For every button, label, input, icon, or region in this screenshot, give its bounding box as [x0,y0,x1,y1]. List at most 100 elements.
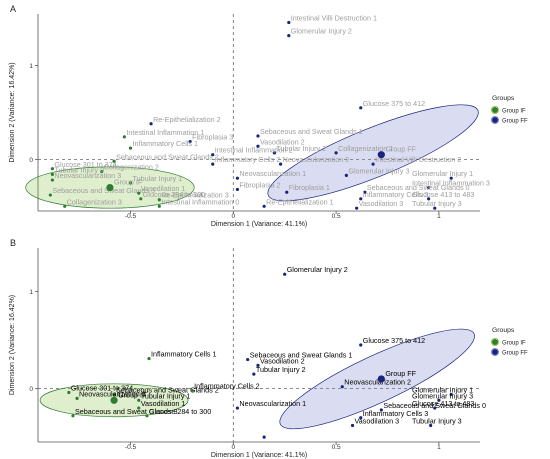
panel-a-point-label: Sebaceous and Sweat Glands 1 [260,127,363,136]
panel-a-point [371,162,375,166]
panel-a-point [50,172,54,177]
panel-b-point [437,398,441,402]
panel-a-point [48,193,52,197]
panel-b-x-tick-label: -0.5 [125,444,137,451]
panel-a-point-label: Intestinal Inflammation 0 [161,197,239,206]
panel-a-point-label: Re-Epithelialization 2 [153,115,221,124]
panel-b-point [433,406,437,410]
panel-a-point [256,134,260,138]
panel-a-point [449,176,453,180]
panel-a-point-label: Vasodilation 2 [260,137,305,146]
panel-b-point-label: Neovascularization 1 [239,399,306,408]
panel-a-x-tick-label: -0.5 [125,213,137,220]
panel-a-point-label: Sebaceous and Sweat Glands 2 [116,152,219,161]
panel-b-y-axis-label: Dimension 2 (Variance: 16.42%) [9,295,16,395]
panel-a-point [137,191,141,195]
panel-a-legend-swatch-ff [491,115,500,124]
panel-a-point [262,204,266,208]
panel-a-point-label: Intestinal Villi Destruction 1 [291,13,377,22]
panel-a-x-tick-label: 1 [437,213,441,220]
panel-a-point [63,204,67,208]
panel-b-point [359,343,363,347]
panel-b-legend-entry: Group IF [502,340,526,346]
panel-a-point [256,144,260,148]
panel-b-point-label: Glomerular Injury 3 [412,391,473,400]
panel-a-point [50,178,54,182]
panel-a-centroid-label: Group FF [385,145,416,154]
panel-b-point-label: Neovascularization 3 [79,389,146,398]
panel-a-point-label: Re-Epithelialization 3 [161,191,229,200]
panel-a-point-label: Glucose 301 to 374 [54,160,116,169]
panel-a-point-label: Collagenization 1 [338,144,393,153]
panel-a-point [235,187,240,192]
panel-a-point-label: Glucose 413 to 483 [412,190,474,199]
panel-b-point-label: Inflammatory Cells 1 [151,350,217,359]
panel-a-point [128,181,133,185]
panel-a-point [50,167,54,171]
panel-a-legend-entry: Group IF [502,108,526,114]
panel-a-point [363,190,367,194]
panel-b-legend-title: Groups [492,327,515,334]
panel-b-point [429,423,433,428]
panel-a-centroid-group-ff [377,151,385,159]
panel-b-point-label: Glomerular Injury 1 [412,385,473,394]
panel-b-point-label: Glucose 284 to 300 [149,407,211,416]
panel-a-point-label: Intestinal Inflammation 1 [126,128,204,137]
panel-b-point [71,414,75,418]
panel-b-point-label: Sebaceous and Sweat Glands 1 [250,351,353,360]
panel-b-point [235,406,240,410]
panel-a-point-label: Inflammatory Cells 3 [363,190,429,199]
panel-a-point [211,153,215,157]
panel-b-point [75,396,79,400]
panel-a-point [122,135,126,139]
panel-a-point [359,197,363,201]
panel-a-y-axis-label: Dimension 2 (Variance: 16.42%) [9,62,16,162]
panel-a-point-label: Intestinal Inflammation 2 [215,146,293,155]
panel-b: B -0.5 0 0.5 1 0 1 Dimension 1 (Variance: 41.1… [9,238,528,459]
panel-a-x-tick-label: 0.5 [332,213,341,220]
panel-a-point [157,198,161,202]
panel-b-label: B [10,238,16,248]
panel-a-point-label: Intestinal Villi Destruction 2 [375,155,461,164]
panel-b-point [112,392,116,397]
panel-b-point-label: Vasodilation 3 [355,417,400,426]
panel-a-point [359,106,363,110]
panel-a-point-label: Tubular Injury 0 [54,165,104,174]
panel-a-point-label: Vasodilation 3 [359,199,404,208]
panel-a-y-tick-label: 1 [29,63,33,70]
panel-b-point [137,406,141,410]
panel-b-point-label: Inflammatory Cells 3 [363,409,429,418]
panel-a-point [433,206,437,210]
panel-a-point [157,204,161,208]
panel-a-point-label: Vasodilation 1 [141,184,186,193]
panel-b-point-label: Inflammatory Cells 2 [194,382,260,391]
panel-b-point [262,435,266,439]
panel-b-legend-entry: Group FF [502,350,528,356]
panel-b-point [340,385,344,389]
panel-a-point-label: Tubular Injury 1 [133,174,183,183]
panel-a-point-label: Neovascularization 1 [239,169,306,178]
panel-a-point-label: Glomerular Injury 2 [291,27,352,36]
panel-a-centroid-label: Group IF [114,178,143,187]
panel-a-point [427,185,431,190]
panel-b-point-label: Neovascularization 2 [344,378,411,387]
panel-a-point [211,162,215,166]
panel-a-point-label: Sebaceous and Sweat Glands 0 [367,183,470,192]
panel-b-point-label: Tubular Injury 1 [141,391,191,400]
panel-a-point [235,176,240,180]
panel-a-point-label: Tubular Injury 2 [276,144,326,153]
panel-b-point [256,363,260,367]
panel-a-point-label: Inflammatory Cells 1 [133,139,199,148]
panel-a-point-label: Fibroplasia 1 [289,183,330,192]
panel-b-point [137,398,141,402]
panel-a-point-label: Collagenization 3 [67,197,122,206]
panel-a-point-label: Collagenization 2 [104,163,159,172]
panel-a-point [287,20,291,25]
panel-b-point [449,392,453,397]
panel-b-ellipse-group-ff [279,328,475,430]
panel-a-point [139,197,143,201]
panel-a-point-label: Glomerular Injury 1 [412,169,473,178]
panel-a-point-label: Intestinal Inflammation 3 [412,179,490,188]
